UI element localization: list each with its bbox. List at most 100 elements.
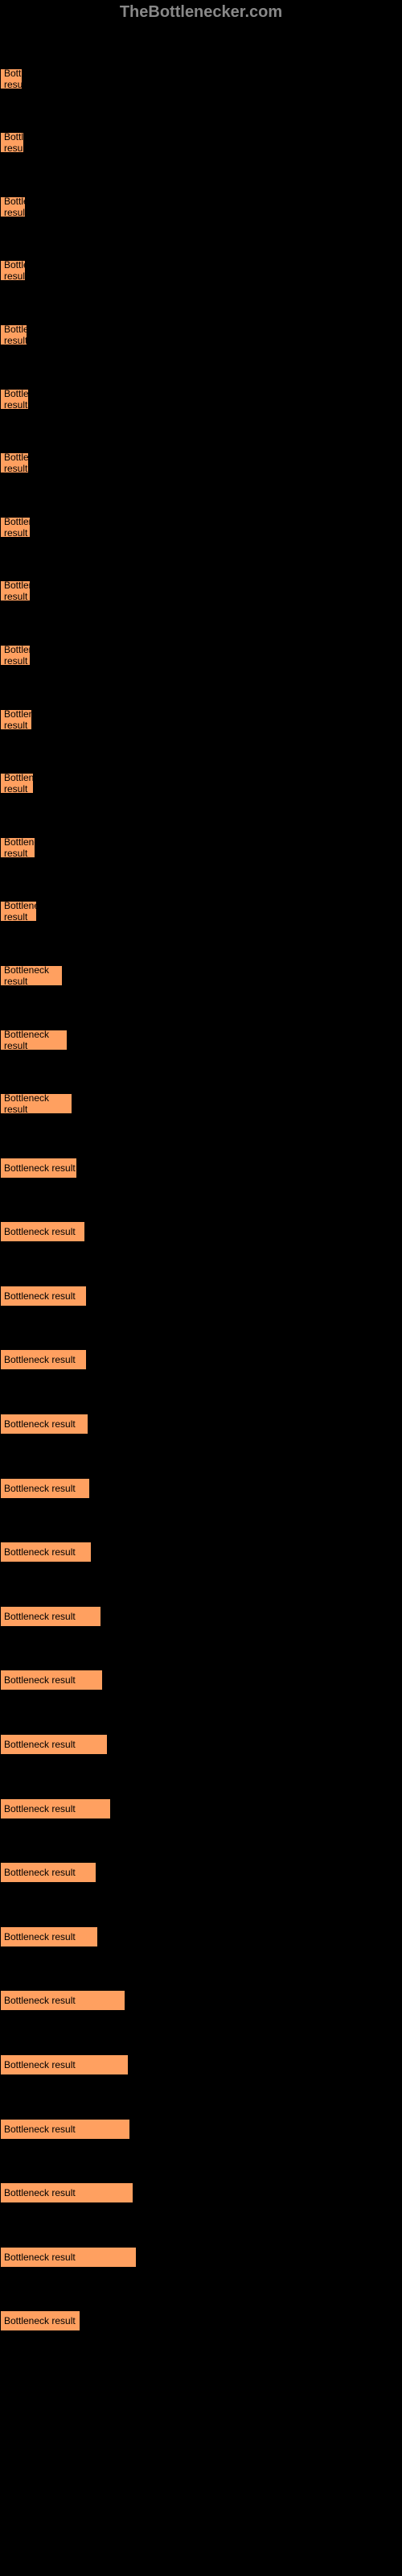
result-link[interactable]: Bottleneck result between AMD A4-3400 an… (6, 1699, 392, 1724)
result-bar-row: Bottleneck result33 (0, 1606, 402, 1627)
result-description: Bottleneck result between AMD A4-3400 an… (0, 2079, 402, 2119)
result-link[interactable]: Bottleneck result between AMD A4-3400 an… (6, 2277, 392, 2301)
result-description: Bottleneck result between AMD A4-3400 an… (0, 1630, 402, 1670)
result-link[interactable]: Bottleneck result between AMD A4-3400 an… (6, 290, 389, 315)
result-bar-row: Bottleneck result32 (0, 1926, 402, 1947)
result-description: Bottleneck result between AMD A4-3400 an… (0, 1758, 402, 1798)
result-value: 43 (135, 2182, 150, 2203)
result-value: 40 (127, 1990, 142, 2011)
result-bar: Bottleneck result (0, 580, 31, 601)
result-link[interactable]: Bottleneck result between AMD A4-3400 an… (6, 1123, 389, 1148)
result-value: 10 (32, 645, 47, 666)
result-value: 8 (26, 132, 35, 153)
result-bar: Bottleneck result (0, 645, 31, 666)
result-link[interactable]: Bottleneck result between AMD A4-3400 an… (6, 1251, 389, 1276)
result-bar-row: Bottleneck result26 (0, 2310, 402, 2331)
result-bar-row: Bottleneck result9 (0, 324, 402, 345)
result-link[interactable]: Bottleneck result between AMD A4-3400 an… (6, 2020, 392, 2045)
result-bar: Bottleneck result (0, 389, 29, 410)
result-link[interactable]: Bottleneck result between AMD A4-3400 an… (6, 98, 389, 123)
result-link[interactable]: Bottleneck result between AMD A4-3400 an… (6, 1187, 389, 1212)
result-bar-row: Bottleneck result11 (0, 773, 402, 794)
result-value: 33 (103, 1606, 117, 1627)
result-link[interactable]: Bottleneck result between AMD A4-3400 an… (6, 354, 389, 379)
result-link[interactable]: Bottleneck result between AMD A4-3400 an… (6, 2149, 392, 2174)
result-description: Bottleneck result between AMD A4-3400 an… (0, 1117, 402, 1158)
result-link[interactable]: Bottleneck result between AMD A4-3400 an… (6, 1443, 389, 1468)
result-link[interactable]: Bottleneck result between AMD A4-3400 an… (6, 482, 389, 507)
result-value: 10 (34, 709, 48, 730)
result-bar-row: Bottleneck result8 (0, 196, 402, 217)
result-bar-row: Bottleneck result29 (0, 1542, 402, 1563)
result-value: 23 (74, 1093, 88, 1114)
result-link[interactable]: Bottleneck result between AMD A4-3400 an… (6, 739, 389, 764)
result-description: Bottleneck result between AMD A4-3400 an… (0, 925, 402, 965)
result-link[interactable]: Bottleneck result between AMD A4-3400 an… (6, 1892, 392, 1917)
result-link[interactable]: Bottleneck result between AMD A4-3400 an… (6, 931, 389, 956)
result-description: Bottleneck result between AMD A4-3400 an… (0, 2271, 402, 2311)
result-description: Bottleneck result between AMD A4-3400 an… (0, 1373, 402, 1414)
result-description: Bottleneck result between AMD A4-3400 an… (0, 1182, 402, 1222)
result-bar: Bottleneck result (0, 1158, 77, 1179)
result-bar: Bottleneck result (0, 1606, 101, 1627)
result-description: Bottleneck result between AMD A4-3400 an… (0, 861, 402, 902)
result-link[interactable]: Bottleneck result between AMD A4-3400 an… (6, 675, 389, 700)
result-bar-row: Bottleneck result23 (0, 1093, 402, 1114)
result-bar: Bottleneck result (0, 901, 37, 922)
result-description: Bottleneck result between AMD A4-3400 an… (0, 733, 402, 774)
result-bar-row: Bottleneck result22 (0, 1030, 402, 1051)
result-link[interactable]: Bottleneck result between AMD A4-3400 an… (6, 1059, 389, 1084)
result-bar-row: Bottleneck result10 (0, 645, 402, 666)
result-description: Bottleneck result between AMD A4-3400 an… (0, 284, 402, 324)
result-value: 9 (31, 452, 39, 473)
result-value: 28 (90, 1414, 105, 1435)
result-value: 42 (132, 2119, 146, 2140)
result-description: Bottleneck result between AMD A4-3400 an… (0, 2207, 402, 2247)
result-bar: Bottleneck result (0, 2182, 133, 2203)
result-link[interactable]: Bottleneck result between AMD A4-3400 an… (6, 2212, 392, 2237)
result-bar: Bottleneck result (0, 1862, 96, 1883)
result-link[interactable]: Bottleneck result between AMD A4-3400 an… (6, 1315, 389, 1340)
result-value: 20 (64, 965, 79, 986)
result-bar-row: Bottleneck result11 (0, 837, 402, 858)
result-description: Bottleneck result between AMD A4-3400 an… (0, 1886, 402, 1926)
result-description: Bottleneck result between AMD A4-3400 an… (0, 989, 402, 1030)
result-bar: Bottleneck result (0, 2054, 129, 2075)
result-value: 36 (113, 1798, 127, 1819)
result-description: Bottleneck result between AMD A4-3400 an… (0, 477, 402, 517)
result-bar-row: Bottleneck result9 (0, 452, 402, 473)
result-bar: Bottleneck result (0, 837, 35, 858)
result-description: Bottleneck result between AMD A4-3400 an… (0, 1694, 402, 1734)
result-link[interactable]: Bottleneck result between AMD A4-3400 an… (6, 2084, 392, 2109)
result-link[interactable]: Bottleneck result between AMD A4-3400 an… (6, 547, 389, 572)
result-link[interactable]: Bottleneck result between AMD A4-3400 an… (6, 226, 389, 251)
result-link[interactable]: Bottleneck result between AMD A4-3400 an… (6, 1764, 392, 1789)
result-link[interactable]: Bottleneck result between AMD A4-3400 an… (6, 1636, 392, 1661)
result-link[interactable]: Bottleneck result between AMD A4-3400 an… (6, 1379, 389, 1404)
result-link[interactable]: Bottleneck result between AMD A4-3400 an… (6, 995, 389, 1020)
result-bar-row: Bottleneck result43 (0, 2182, 402, 2203)
result-link[interactable]: Bottleneck result between AMD A4-3400 an… (6, 867, 389, 892)
result-link[interactable]: Bottleneck result between AMD A4-3400 an… (6, 1508, 392, 1533)
result-link[interactable]: Bottleneck result between AMD A4-3400 an… (6, 1571, 392, 1596)
result-bar: Bottleneck result (0, 1990, 125, 2011)
result-bar-row: Bottleneck result7 (0, 68, 402, 89)
result-link[interactable]: Bottleneck result between AMD A4-3400 an… (6, 1828, 392, 1853)
result-value: 26 (82, 2310, 96, 2331)
result-bar: Bottleneck result (0, 1542, 92, 1563)
result-link[interactable]: Bottleneck result between AMD A4-3400 an… (6, 34, 389, 59)
result-description: Bottleneck result between AMD A4-3400 an… (0, 1310, 402, 1350)
result-bar-row: Bottleneck result10 (0, 580, 402, 601)
results-list: Bottleneck result between AMD A4-3400 an… (0, 28, 402, 2331)
result-link[interactable]: Bottleneck result between AMD A4-3400 an… (6, 419, 389, 444)
result-value: 28 (88, 1349, 103, 1370)
result-description: Bottleneck result between AMD A4-3400 an… (0, 2014, 402, 2054)
result-description: Bottleneck result between AMD A4-3400 an… (0, 221, 402, 261)
result-bar-row: Bottleneck result33 (0, 1670, 402, 1690)
result-description: Bottleneck result between AMD A4-3400 an… (0, 349, 402, 389)
result-link[interactable]: Bottleneck result between AMD A4-3400 an… (6, 162, 389, 187)
result-link[interactable]: Bottleneck result between AMD A4-3400 an… (6, 1956, 392, 1981)
result-link[interactable]: Bottleneck result between AMD A4-3400 an… (6, 610, 389, 635)
result-link[interactable]: Bottleneck result between AMD A4-3400 an… (6, 803, 389, 828)
result-bar: Bottleneck result (0, 196, 26, 217)
